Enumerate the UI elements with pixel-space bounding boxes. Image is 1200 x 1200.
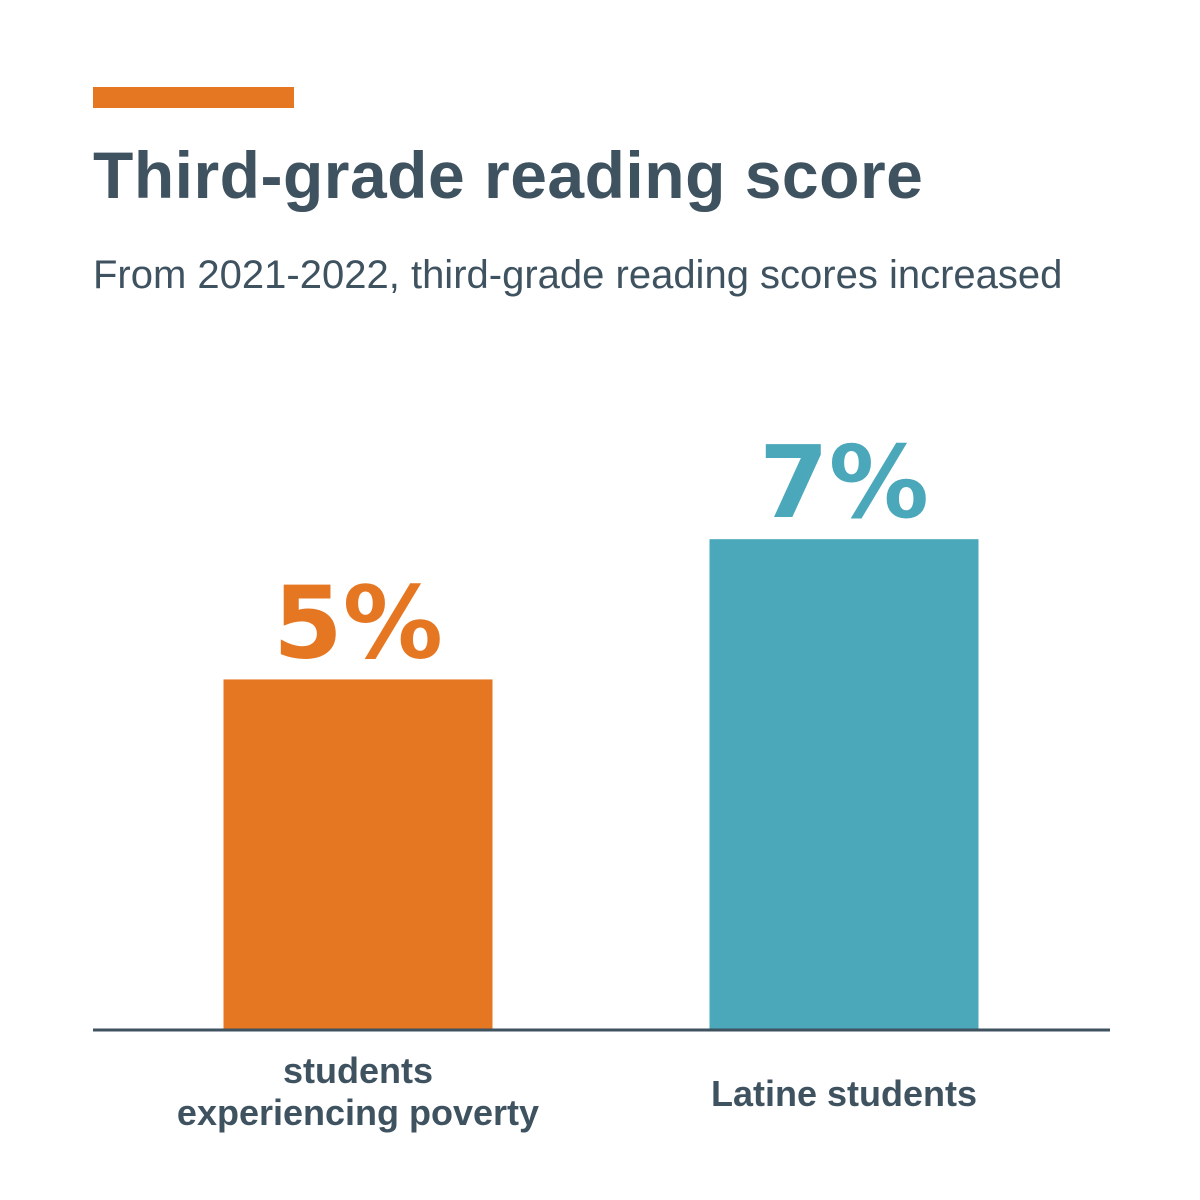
category-label-latine-students: Latine students [711,1073,977,1114]
category-label-students-experiencing-poverty: students experiencing poverty [177,1050,539,1133]
bar-students-experiencing-poverty [223,679,493,1030]
value-label-students-experiencing-poverty: 5% [273,564,443,681]
bars-layer [223,539,979,1030]
bar-latine-students [709,539,979,1030]
chart-title: Third-grade reading score [93,138,924,212]
chart-subtitle: From 2021-2022, third-grade reading scor… [93,253,1063,297]
accent-rule [93,87,294,108]
labels-layer: 5% students experiencing poverty 7% Latine s… [177,424,977,1133]
value-label-latine-students: 7% [759,424,929,541]
